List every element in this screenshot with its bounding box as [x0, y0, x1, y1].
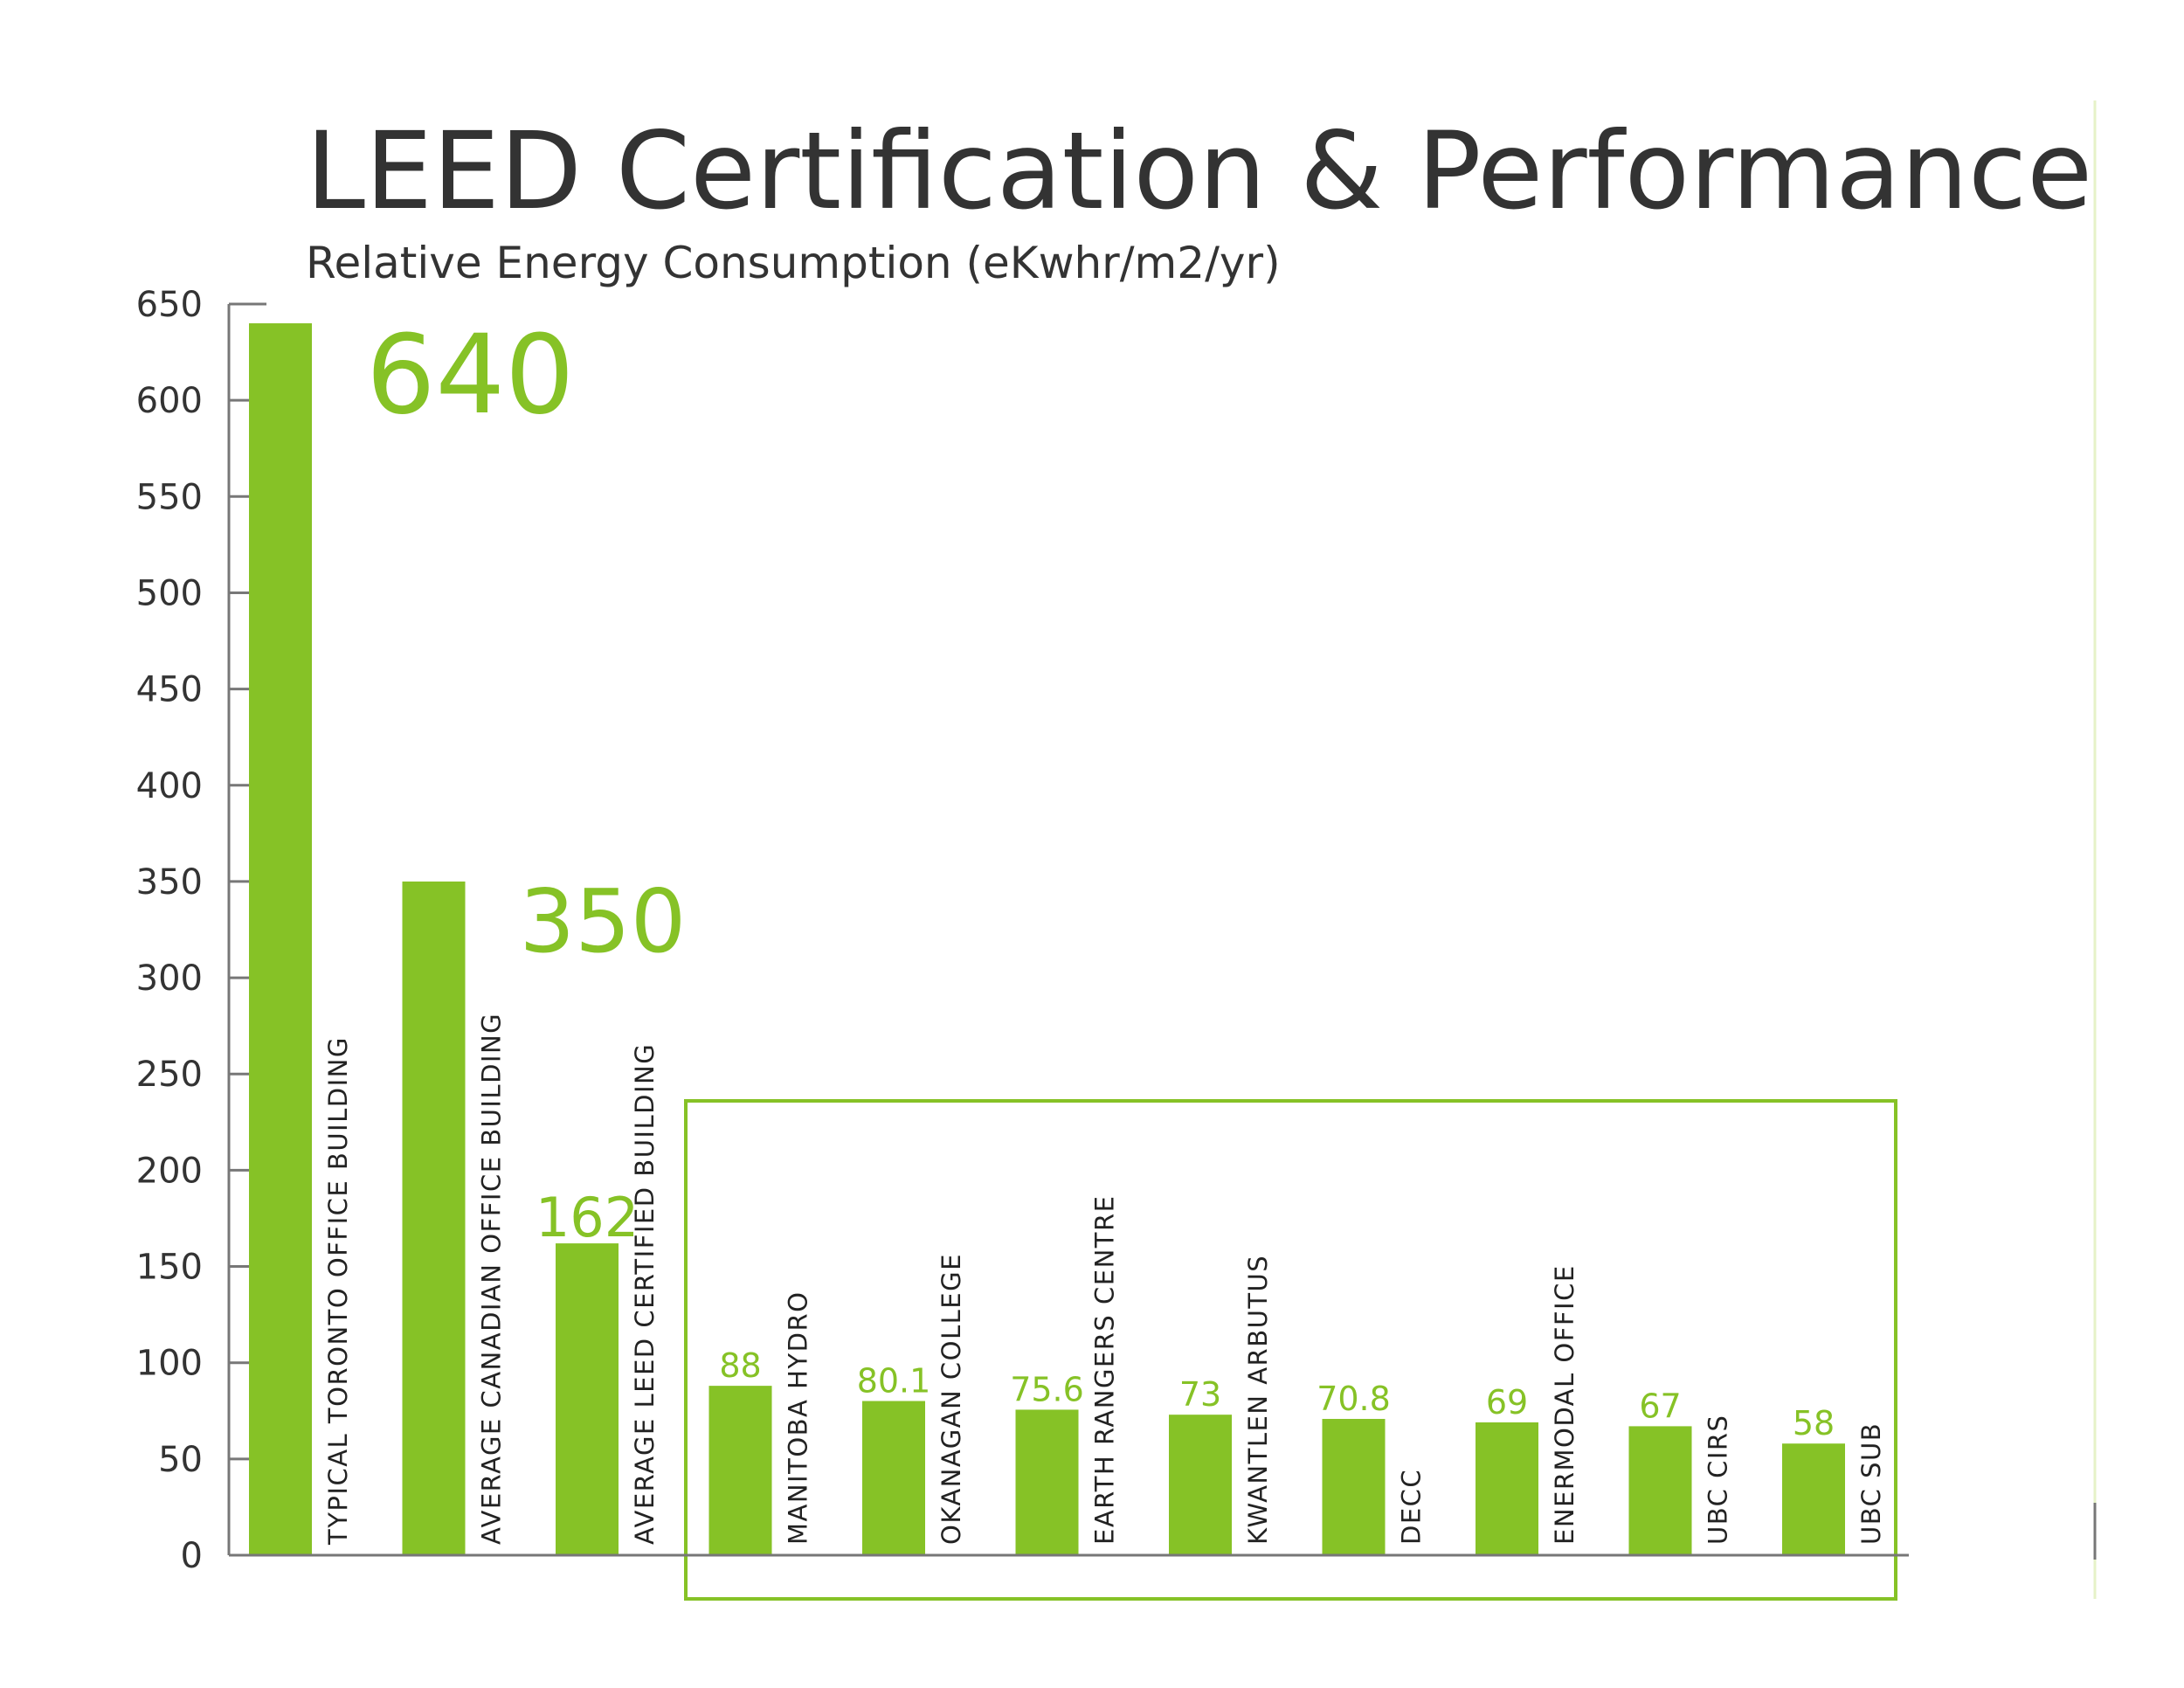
chart-subtitle: Relative Energy Consumption (eKwhr/m2/yr… [306, 238, 1281, 288]
y-tick-label: 400 [136, 766, 203, 806]
value-label: 640 [366, 312, 575, 439]
value-label: 350 [520, 870, 687, 972]
category-label: UBC SUB [1856, 1422, 1886, 1545]
bar [708, 1386, 772, 1555]
value-label: 88 [719, 1346, 761, 1385]
bar [1322, 1419, 1386, 1555]
bar [249, 323, 312, 1555]
y-tick-label: 50 [158, 1440, 203, 1480]
bar [556, 1243, 619, 1555]
category-label: KWANTLEN ARBUTUS [1243, 1255, 1273, 1545]
value-label: 70.8 [1317, 1380, 1391, 1418]
category-label: ENERMODAL OFFICE [1550, 1264, 1579, 1545]
y-tick-label: 550 [136, 477, 203, 517]
bar [1169, 1415, 1232, 1555]
category-label: MANITOBA HYDRO [784, 1291, 813, 1545]
y-tick-label: 450 [136, 670, 203, 710]
category-label: UBC CIRS [1704, 1415, 1733, 1545]
y-tick-label: 300 [136, 958, 203, 999]
value-label: 162 [536, 1186, 639, 1249]
value-label: 69 [1486, 1383, 1528, 1422]
category-label: EARTH RANGERS CENTRE [1090, 1195, 1120, 1545]
y-tick-label: 350 [136, 862, 203, 903]
y-tick-label: 150 [136, 1248, 203, 1288]
category-label: AVERAGE LEED CERTIFIED BUILDING [630, 1043, 660, 1545]
y-tick-label: 650 [136, 285, 203, 325]
y-tick-label: 100 [136, 1344, 203, 1384]
bar [1628, 1426, 1692, 1555]
category-label: OKANAGAN COLLEGE [936, 1253, 966, 1545]
y-tick-label: 200 [136, 1151, 203, 1191]
value-label: 80.1 [857, 1362, 931, 1401]
bar [862, 1401, 925, 1555]
y-tick-label: 0 [181, 1536, 203, 1576]
bar [1015, 1409, 1079, 1555]
category-label: DECC [1397, 1469, 1427, 1545]
value-label: 75.6 [1010, 1370, 1084, 1408]
y-tick-label: 250 [136, 1055, 203, 1095]
category-label: AVERAGE CANADIAN OFFICE BUILDING [477, 1013, 507, 1545]
highlight-group-box [684, 1099, 1897, 1601]
value-label: 73 [1179, 1375, 1221, 1414]
value-label: 58 [1793, 1404, 1835, 1442]
bar [1782, 1443, 1845, 1555]
chart-title: LEED Certification & Performance [306, 109, 2092, 233]
value-label: 67 [1639, 1387, 1681, 1425]
bar [402, 881, 466, 1555]
category-label: TYPICAL TORONTO OFFICE BUILDING [323, 1036, 353, 1546]
y-tick-label: 500 [136, 573, 203, 613]
y-tick-label: 600 [136, 381, 203, 421]
bar [1476, 1422, 1538, 1555]
